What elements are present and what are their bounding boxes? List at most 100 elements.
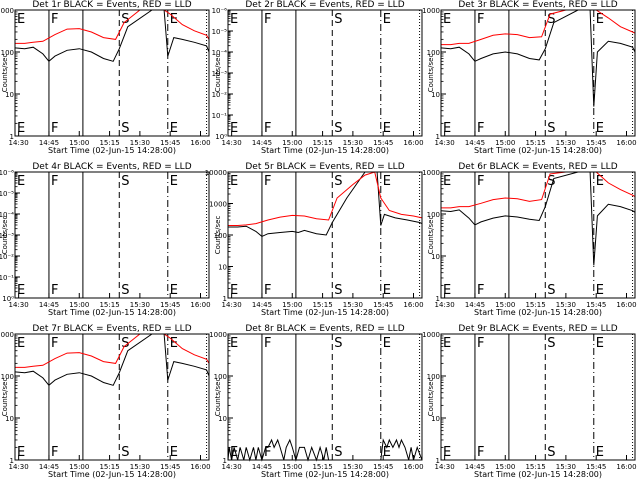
y-tick-label: 1 (436, 295, 440, 303)
y-tick-label: 1 (223, 457, 227, 465)
x-tick-label: 15:00 (69, 463, 89, 471)
event-marker-label: E (17, 336, 25, 351)
event-marker-label: F (477, 283, 484, 298)
y-tick-label: 10⁻⁶ (212, 7, 228, 15)
x-tick-label: 14:30 (9, 301, 29, 309)
y-tick-label: 1 (10, 457, 14, 465)
y-tick-label: 1000 (422, 7, 440, 15)
x-tick-label: 16:00 (403, 463, 423, 471)
event-marker-label: S (334, 445, 342, 460)
x-tick-label: 14:30 (222, 463, 242, 471)
event-marker-label: E (170, 174, 178, 189)
event-marker-label: E (596, 283, 604, 298)
x-axis-label: Start Time (02-Jun-15 14:28:00) (261, 470, 389, 479)
event-marker-label: E (383, 121, 391, 136)
chart-title: Det 5r BLACK = Events, RED = LLD (245, 162, 404, 172)
y-tick-label: 10 (218, 264, 227, 272)
event-marker-label: F (51, 445, 58, 460)
event-marker-label: F (51, 336, 58, 351)
x-tick-label: 14:30 (222, 301, 242, 309)
x-tick-label: 14:30 (435, 139, 455, 147)
y-tick-label: 10 (431, 91, 440, 99)
lld-rate-line (441, 9, 636, 46)
x-axis-label: Start Time (02-Jun-15 14:28:00) (48, 308, 176, 317)
plot-frame (14, 333, 210, 461)
y-tick-label: 1000 (0, 7, 14, 15)
event-marker-label: S (334, 121, 342, 136)
y-tick-label: 1 (10, 133, 14, 141)
y-tick-label: 100 (427, 49, 440, 57)
x-tick-label: 15:45 (586, 463, 606, 471)
x-tick-label: 15:15 (99, 139, 119, 147)
event-marker-label: E (170, 445, 178, 460)
x-tick-label: 15:45 (586, 139, 606, 147)
event-marker-label: E (596, 174, 604, 189)
x-tick-label: 15:15 (525, 139, 545, 147)
event-marker-label: S (547, 283, 555, 298)
y-tick-label: 100 (1, 49, 14, 57)
y-tick-label: 1000 (0, 331, 14, 339)
event-marker-label: S (547, 121, 555, 136)
lld-rate-line (441, 171, 636, 209)
event-marker-label: E (596, 121, 604, 136)
y-tick-label: 10⁻⁶ (0, 169, 14, 177)
event-marker-label: F (51, 121, 58, 136)
x-tick-label: 14:30 (9, 463, 29, 471)
event-marker-label: E (17, 121, 25, 136)
event-marker-label: E (596, 445, 604, 460)
x-tick-label: 14:30 (435, 301, 455, 309)
chart-panel-3: Det 3r BLACK = Events, RED = LLD Counts/s… (422, 0, 636, 155)
x-axis-label: Start Time (02-Jun-15 14:28:00) (48, 146, 176, 155)
x-tick-label: 15:45 (373, 301, 393, 309)
x-tick-label: 15:15 (525, 301, 545, 309)
x-tick-label: 15:30 (556, 301, 576, 309)
x-axis-label: Start Time (02-Jun-15 14:28:00) (48, 470, 176, 479)
event-marker-label: E (170, 336, 178, 351)
x-tick-label: 15:30 (343, 139, 363, 147)
event-marker-label: S (121, 336, 129, 351)
x-tick-label: 15:30 (130, 301, 150, 309)
event-marker-label: E (443, 283, 451, 298)
event-marker-label: F (477, 121, 484, 136)
y-tick-label: 100 (427, 373, 440, 381)
event-marker-label: S (121, 174, 129, 189)
y-axis-label: Counts/sec (1, 54, 9, 93)
event-marker-label: S (334, 336, 342, 351)
y-axis-label: Counts/sec (1, 378, 9, 417)
event-marker-label: F (51, 12, 58, 27)
y-tick-label: 100 (214, 373, 227, 381)
chart-title: Det 3r BLACK = Events, RED = LLD (458, 0, 617, 10)
x-tick-label: 15:00 (69, 139, 89, 147)
x-tick-label: 15:15 (525, 463, 545, 471)
x-tick-label: 14:45 (465, 463, 485, 471)
event-marker-label: F (51, 283, 58, 298)
y-tick-label: 10 (5, 91, 14, 99)
event-marker-label: S (547, 445, 555, 460)
y-tick-label: 1000 (422, 331, 440, 339)
event-marker-label: E (383, 283, 391, 298)
event-marker-label: S (121, 12, 129, 27)
event-rate-line (14, 333, 210, 387)
event-marker-label: E (230, 174, 238, 189)
x-tick-label: 15:00 (495, 463, 515, 471)
x-tick-label: 15:30 (343, 463, 363, 471)
y-tick-label: 10⁻⁴ (212, 49, 228, 57)
event-marker-label: E (230, 336, 238, 351)
event-marker-label: E (230, 121, 238, 136)
plot-frame (227, 171, 423, 299)
event-marker-label: F (477, 445, 484, 460)
x-tick-label: 14:45 (252, 301, 272, 309)
chart-title: Det 9r BLACK = Events, RED = LLD (458, 324, 617, 334)
event-marker-label: E (230, 12, 238, 27)
chart-panel-1: Det 1r BLACK = Events, RED = LLD Counts/s… (0, 0, 211, 155)
plot-frame (440, 333, 636, 461)
x-tick-label: 15:15 (312, 463, 332, 471)
x-axis-label: Start Time (02-Jun-15 14:28:00) (261, 308, 389, 317)
chart-title: Det 6r BLACK = Events, RED = LLD (458, 162, 617, 172)
y-axis-label: Counts/sec (1, 216, 9, 255)
event-marker-label: E (596, 336, 604, 351)
x-tick-label: 15:00 (282, 301, 302, 309)
x-tick-label: 15:45 (160, 139, 180, 147)
y-tick-label: 10⁻⁴ (0, 211, 14, 219)
event-marker-label: E (443, 445, 451, 460)
